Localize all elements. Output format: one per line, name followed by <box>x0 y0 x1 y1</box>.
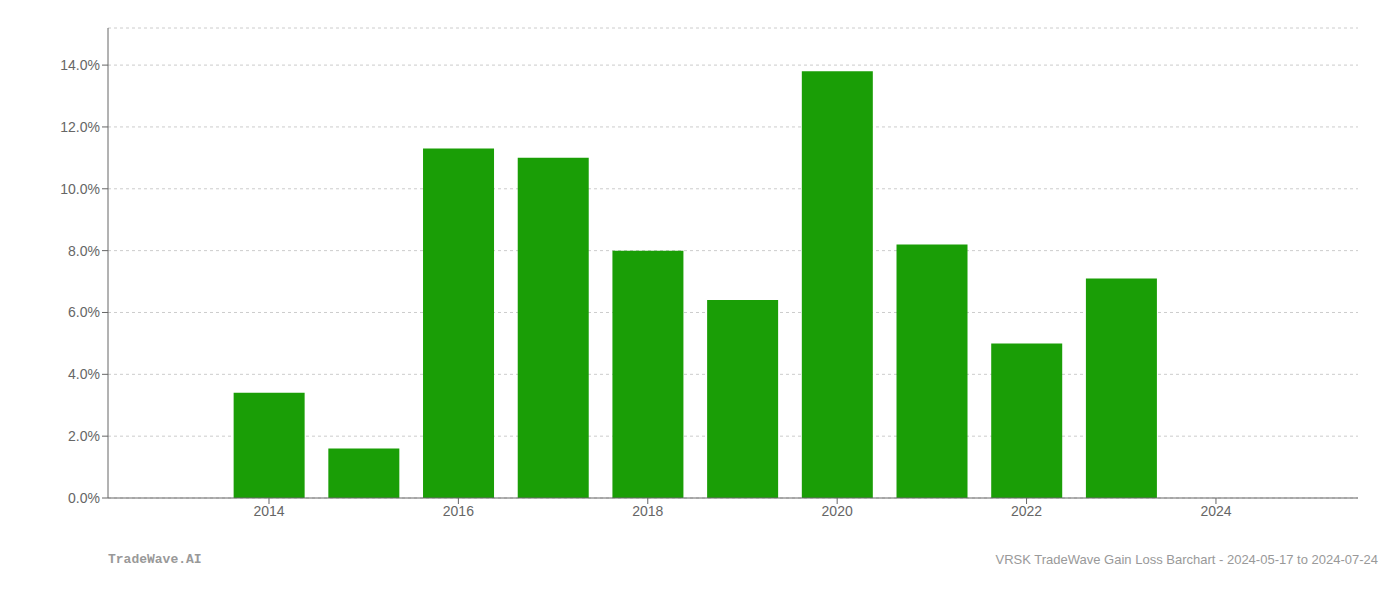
svg-text:2016: 2016 <box>443 503 474 519</box>
svg-text:12.0%: 12.0% <box>60 119 100 135</box>
svg-text:10.0%: 10.0% <box>60 181 100 197</box>
svg-text:2014: 2014 <box>253 503 284 519</box>
html-text:TradeWave.AI: TradeWave.AI <box>108 552 202 567</box>
svg-text:6.0%: 6.0% <box>68 304 100 320</box>
svg-text:0.0%: 0.0% <box>68 490 100 506</box>
svg-text:4.0%: 4.0% <box>68 366 100 382</box>
svg-text:2018: 2018 <box>632 503 663 519</box>
svg-text:2.0%: 2.0% <box>68 428 100 444</box>
svg-text:2022: 2022 <box>1011 503 1042 519</box>
html-text:VRSK TradeWave Gain Loss Barch: VRSK TradeWave Gain Loss Barchart - 2024… <box>995 552 1378 567</box>
svg-text:14.0%: 14.0% <box>60 57 100 73</box>
svg-text:8.0%: 8.0% <box>68 243 100 259</box>
svg-text:2024: 2024 <box>1200 503 1231 519</box>
svg-text:2020: 2020 <box>822 503 853 519</box>
